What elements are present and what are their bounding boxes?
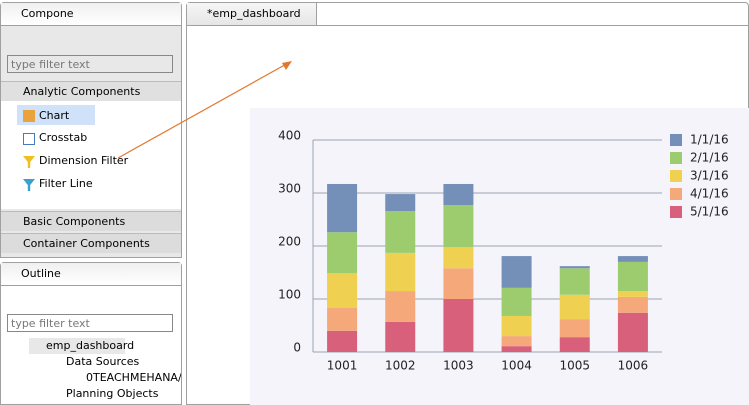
bar-segment <box>501 256 532 288</box>
filter-input[interactable]: type filter text <box>7 314 173 332</box>
tree-node[interactable]: Data Sources <box>66 355 140 368</box>
panel-tab[interactable]: Outline <box>1 263 181 286</box>
bar-segment <box>385 211 416 253</box>
x-tick-label: 1005 <box>559 359 590 373</box>
component-item[interactable]: Filter Line <box>39 177 93 190</box>
bar-segment <box>385 194 416 212</box>
panel-title: Outline <box>21 267 61 280</box>
bar-segment <box>327 232 358 274</box>
bar-segment <box>385 321 416 352</box>
arrow-head <box>282 61 292 70</box>
bar-segment <box>617 261 648 292</box>
bar-segment <box>501 336 532 347</box>
legend-swatch <box>670 206 682 218</box>
bar-segment <box>443 205 474 248</box>
filter-input[interactable]: type filter text <box>7 55 173 73</box>
tab-border <box>187 25 749 26</box>
legend-swatch <box>670 152 682 164</box>
selection <box>29 338 125 354</box>
bar-segment <box>559 294 590 320</box>
x-tick-label: 1003 <box>443 359 474 373</box>
bar-segment <box>443 183 474 206</box>
bar-segment <box>617 296 648 313</box>
bar-segment <box>559 319 590 338</box>
tree-node[interactable]: Planning Objects <box>66 387 159 400</box>
bar-segment <box>501 315 532 337</box>
bar-segment <box>559 268 590 295</box>
x-tick-label: 1006 <box>618 359 649 373</box>
icon <box>23 110 35 122</box>
legend-label: 3/1/16 <box>690 169 729 183</box>
bar-segment <box>617 312 648 352</box>
legend-label: 4/1/16 <box>690 187 729 201</box>
chart: 0 100 200 300 400 1001 1002 1003 1004 1005 1006 1/1… <box>250 108 749 405</box>
bar-segment <box>617 291 648 297</box>
bar-segment <box>617 256 648 262</box>
component-item[interactable]: Dimension Filter <box>39 154 129 167</box>
y-tick-label: 200 <box>278 235 301 249</box>
section-header[interactable]: Basic Components <box>1 211 181 231</box>
panel-title: Compone <box>21 7 74 20</box>
x-tick-label: 1004 <box>501 359 532 373</box>
bar-segment <box>501 346 532 352</box>
tree-node[interactable]: emp_dashboard <box>46 339 135 352</box>
legend-swatch <box>670 188 682 200</box>
x-tick-label: 1001 <box>327 359 358 373</box>
component-item[interactable]: Crosstab <box>39 131 88 144</box>
outline-panel: Outline type filter text emp_dashboard D… <box>0 262 182 405</box>
bar-segment <box>327 183 358 233</box>
bar-segment <box>443 247 474 269</box>
section-header[interactable]: Analytic Components <box>1 81 181 101</box>
components-panel: Compone type filter text Analytic Compon… <box>0 2 182 258</box>
legend-label: 1/1/16 <box>690 133 729 147</box>
tree-node[interactable]: 0TEACHMEHANA/EI <box>86 371 181 384</box>
y-tick-label: 400 <box>278 129 301 143</box>
editor-tab[interactable]: *emp_dashboard <box>187 3 317 25</box>
bar-segment <box>327 330 358 352</box>
bar-segment <box>443 268 474 299</box>
bar-segment <box>327 273 358 309</box>
bar-segment <box>443 299 474 352</box>
y-tick-label: 0 <box>293 341 301 355</box>
legend-label: 2/1/16 <box>690 151 729 165</box>
x-tick-label: 1002 <box>385 359 416 373</box>
section-header[interactable]: Container Components <box>1 233 181 253</box>
bar-segment <box>327 308 358 331</box>
legend-swatch <box>670 134 682 146</box>
selection <box>17 105 95 125</box>
y-tick-label: 100 <box>278 288 301 302</box>
bar-segment <box>501 287 532 316</box>
bar-segment <box>385 252 416 292</box>
bar-segment <box>559 337 590 352</box>
arrow <box>117 61 291 159</box>
y-tick-label: 300 <box>278 182 301 196</box>
component-item[interactable]: Chart <box>39 109 70 122</box>
panel-tab[interactable]: Compone <box>1 3 181 26</box>
legend-label: 5/1/16 <box>690 205 729 219</box>
bar-segment <box>559 266 590 269</box>
bar-segment <box>385 291 416 322</box>
icon <box>23 133 35 145</box>
legend-swatch <box>670 170 682 182</box>
